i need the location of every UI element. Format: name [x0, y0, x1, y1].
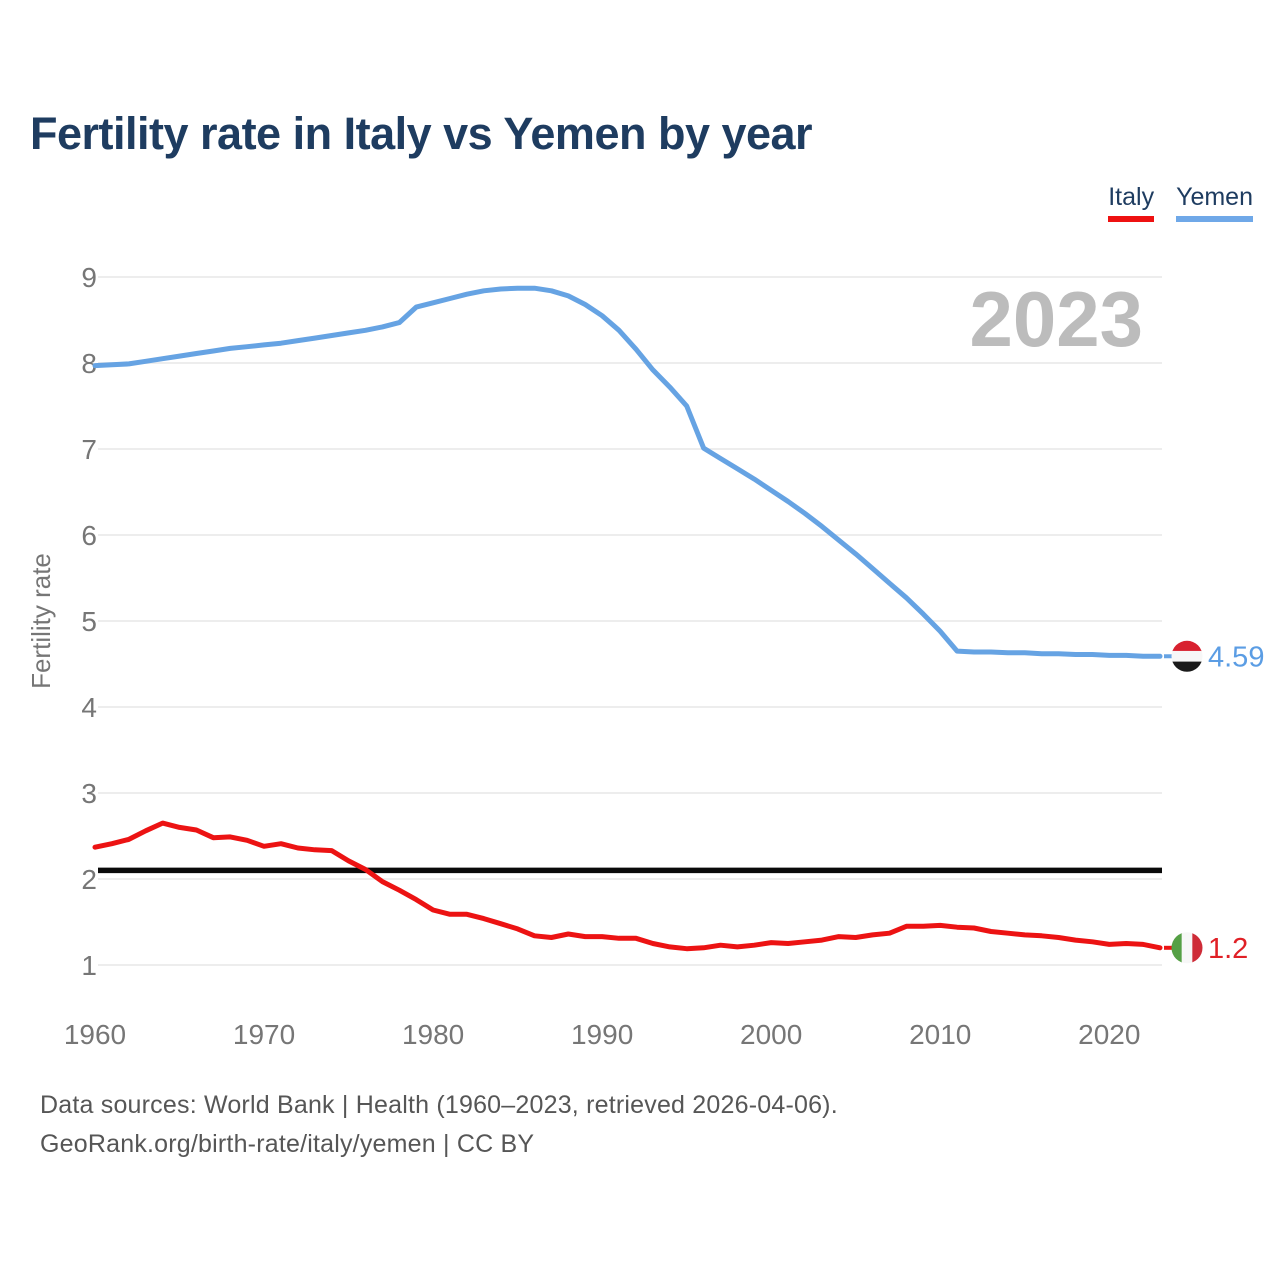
yemen-line — [92, 285, 1163, 659]
italy-end-value-label: 1.2 — [1208, 933, 1248, 965]
x-tick-label: 1990 — [571, 1019, 633, 1050]
x-tick-label: 1970 — [233, 1019, 295, 1050]
italy-line — [92, 820, 1163, 952]
y-tick-label: 3 — [81, 778, 97, 809]
y-tick-label: 9 — [81, 262, 97, 293]
yemen-end-value-label: 4.59 — [1208, 641, 1264, 673]
footer: Data sources: World Bank | Health (1960–… — [40, 1086, 838, 1164]
y-tick-label: 4 — [81, 692, 97, 723]
y-tick-label: 6 — [81, 520, 97, 551]
x-tick-label: 2020 — [1078, 1019, 1140, 1050]
data-sources-line: Data sources: World Bank | Health (1960–… — [40, 1091, 838, 1119]
italy-flag-icon — [1171, 932, 1203, 964]
chart-title: Fertility rate in Italy vs Yemen by year — [30, 108, 813, 159]
x-tick-label: 2010 — [909, 1019, 971, 1050]
y-tick-label: 1 — [81, 950, 97, 981]
y-tick-label: 7 — [81, 434, 97, 465]
yemen-flag-icon — [1171, 640, 1203, 672]
watermark-year: 2023 — [969, 275, 1143, 363]
y-tick-label: 2 — [81, 864, 97, 895]
y-axis-title: Fertility rate — [26, 553, 56, 689]
attribution-line: GeoRank.org/birth-rate/italy/yemen | CC … — [40, 1130, 535, 1158]
y-tick-label: 5 — [81, 606, 97, 637]
x-tick-label: 1980 — [402, 1019, 464, 1050]
x-tick-label: 2000 — [740, 1019, 802, 1050]
x-tick-label: 1960 — [64, 1019, 126, 1050]
legend-item-italy[interactable]: Italy — [1108, 183, 1155, 222]
legend: Italy Yemen — [1108, 183, 1253, 222]
legend-item-yemen[interactable]: Yemen — [1176, 183, 1253, 222]
y-tick-label: 8 — [81, 348, 97, 379]
